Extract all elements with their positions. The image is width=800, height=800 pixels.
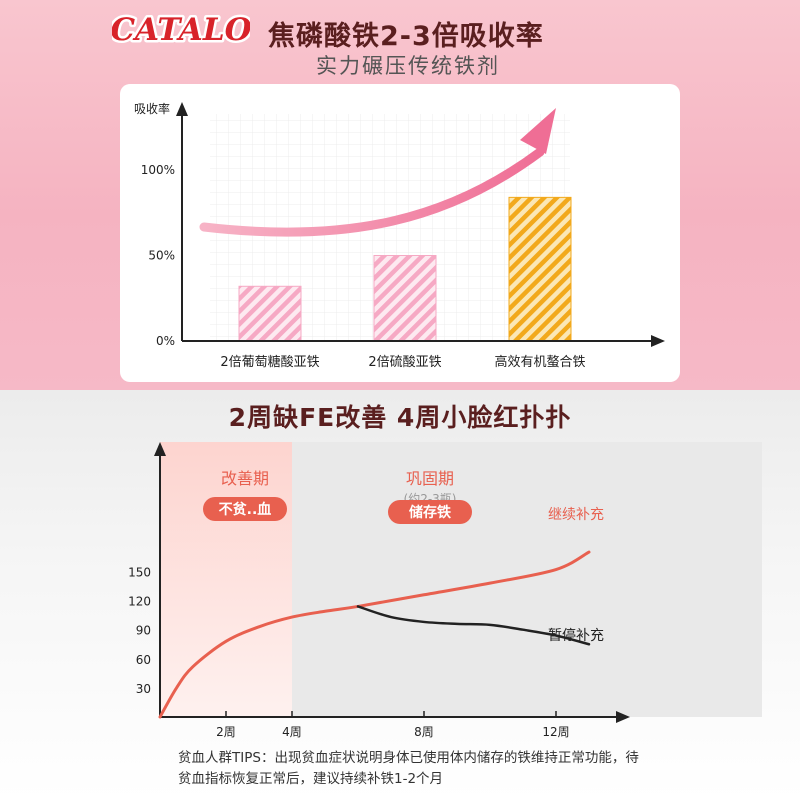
bar <box>508 196 572 342</box>
phase-badge <box>388 500 472 524</box>
bar <box>373 255 437 342</box>
chart-title: 2周缺FE改善 4周小脸红扑扑 <box>228 403 572 432</box>
x-tick-label: 12周 <box>542 725 569 739</box>
absorption-chart-card: 0% 50% 100% 2倍葡萄糖酸亚铁 2倍硫酸亚铁 高效有机螯合铁 吸收率 <box>120 84 680 382</box>
series-pause-line <box>356 605 591 646</box>
phase-badge <box>203 497 287 521</box>
absorption-bar-chart: 0% 50% 100% 2倍葡萄糖酸亚铁 2倍硫酸亚铁 高效有机螯合铁 吸收率 <box>134 101 665 370</box>
anemia-tips: 贫血人群TIPS：出现贫血症状说明身体已使用体内储存的铁维持正常功能，待贫血指标… <box>178 750 639 787</box>
phase-consolidation-bg <box>292 442 762 717</box>
headline: 焦磷酸铁2-3倍吸收率 <box>268 21 544 52</box>
x-tick-label: 2周 <box>216 725 236 739</box>
logo-text: CATALO <box>112 12 250 48</box>
y-axis-arrow <box>176 102 188 116</box>
y-tick-label: 120 <box>128 595 151 609</box>
y-tick-label: 50% <box>148 249 175 263</box>
phase-label: 改善期 <box>221 469 269 488</box>
y-axis-arrow <box>154 442 166 456</box>
x-axis-arrow <box>616 711 630 723</box>
series-continue-line <box>158 550 591 719</box>
phase-improvement-bg <box>160 442 292 717</box>
bottom-section: 30 60 90 120 150 2周 4周 8周 12周 改善期 不贫..血 巩固期 (约2-3瓶) 储… <box>0 390 800 800</box>
phase-label: 巩固期 <box>406 469 454 488</box>
trend-arrow-head <box>520 108 556 154</box>
x-category-label: 2倍葡萄糖酸亚铁 <box>220 354 319 370</box>
top-section: CATALO CATALO 焦磷酸铁2-3倍吸收率 实力碾压传统铁剂 <box>0 0 800 390</box>
catalo-logo: CATALO CATALO <box>108 6 254 52</box>
y-tick-label: 100% <box>141 163 175 177</box>
bar <box>238 285 302 342</box>
trend-arrow-shaft <box>199 147 545 237</box>
logo-outline: CATALO <box>112 12 250 48</box>
x-category-label: 2倍硫酸亚铁 <box>368 355 441 370</box>
phase-badge-label: 不贫..血 <box>219 501 272 518</box>
x-axis-arrow <box>651 335 665 347</box>
x-tick-label: 8周 <box>414 725 434 739</box>
y-tick-label: 0% <box>156 334 175 348</box>
y-axis-label: 吸收率 <box>134 101 170 116</box>
series-label: 暂停补充 <box>548 627 604 644</box>
phase-badge-label: 储存铁 <box>408 504 451 521</box>
x-category-label: 高效有机螯合铁 <box>494 354 585 370</box>
y-tick-label: 60 <box>136 653 151 667</box>
series-label: 继续补充 <box>548 506 604 523</box>
x-tick-label: 4周 <box>282 725 302 739</box>
subheadline: 实力碾压传统铁剂 <box>316 54 500 78</box>
y-tick-label: 150 <box>128 566 151 580</box>
y-tick-label: 90 <box>136 624 151 638</box>
y-tick-label: 30 <box>136 682 151 696</box>
